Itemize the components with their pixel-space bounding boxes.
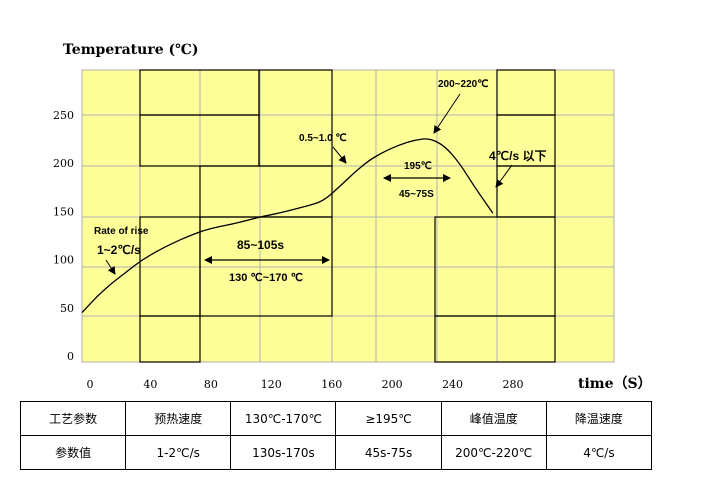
grid-block bbox=[496, 165, 556, 218]
table-cell: 1-2℃/s bbox=[125, 435, 232, 470]
y-tick-label: 150 bbox=[53, 205, 74, 218]
annotation-cool: 4℃/s 以下 bbox=[489, 149, 547, 163]
annotation-rise-arrow bbox=[105, 259, 116, 275]
annotation-peak-arrow bbox=[433, 93, 461, 134]
table-cell: 峰值温度 bbox=[440, 401, 547, 436]
y-tick-label: 200 bbox=[53, 157, 74, 170]
y-tick-label: 250 bbox=[53, 109, 74, 122]
y-tick-label: 50 bbox=[60, 302, 74, 315]
x-axis-label: time（S） bbox=[578, 376, 652, 392]
x-tick-label: 120 bbox=[261, 378, 282, 391]
reflow-profile-chart: Temperature (℃) time（S） 250 200 150 100 50 0 0… bbox=[53, 42, 652, 392]
table-cell: 降温速度 bbox=[545, 401, 653, 436]
table-cell: 130s-170s bbox=[230, 435, 337, 470]
table-cell: 200℃-220℃ bbox=[440, 435, 547, 470]
table-cell: 130℃-170℃ bbox=[230, 401, 337, 436]
annotation-rate-of-rise: Rate of rise bbox=[94, 226, 149, 237]
annotation-above-temp: 195℃ bbox=[404, 161, 432, 172]
tick-labels: 250 200 150 100 50 0 0 40 80 120 160 200 240 280 bbox=[53, 109, 524, 391]
annotation-ramp-arrow bbox=[332, 146, 347, 164]
plot-area bbox=[81, 69, 615, 363]
annotation-ramp: 0.5~1.0 ℃ bbox=[299, 133, 347, 144]
y-axis-label: Temperature (℃) bbox=[63, 42, 199, 58]
grid-block bbox=[258, 69, 333, 167]
gridlines bbox=[82, 69, 614, 363]
grid-block bbox=[434, 315, 556, 363]
temperature-curve bbox=[81, 138, 494, 314]
x-tick-label: 160 bbox=[321, 378, 342, 391]
annotations: Rate of rise 1~2℃/s 85~105s 130 ℃~170 ℃ … bbox=[94, 79, 547, 284]
annotation-preheat-time: 85~105s bbox=[237, 238, 284, 252]
x-tick-label: 0 bbox=[87, 378, 94, 391]
table-cell: 工艺参数 bbox=[19, 401, 127, 436]
table-cell: 4℃/s bbox=[545, 435, 653, 470]
x-tick-label: 280 bbox=[503, 378, 524, 391]
x-tick-label: 80 bbox=[204, 378, 218, 391]
annotation-peak: 200~220℃ bbox=[438, 79, 488, 90]
x-tick-label: 240 bbox=[442, 378, 463, 391]
x-tick-label: 200 bbox=[382, 378, 403, 391]
annotation-above-time: 45~75S bbox=[399, 189, 434, 200]
y-tick-label: 100 bbox=[53, 254, 74, 267]
table-cell: 预热速度 bbox=[125, 401, 232, 436]
grid-block bbox=[139, 315, 201, 363]
table-cell: 参数值 bbox=[19, 435, 127, 470]
table-row: 工艺参数 预热速度 130℃-170℃ ≥195℃ 峰值温度 降温速度 bbox=[19, 401, 653, 436]
x-tick-label: 40 bbox=[143, 378, 157, 391]
y-tick-label: 0 bbox=[67, 350, 74, 363]
table-cell: 45s-75s bbox=[335, 435, 442, 470]
annotation-rise-rate: 1~2℃/s bbox=[97, 243, 141, 257]
annotation-preheat-temp: 130 ℃~170 ℃ bbox=[229, 272, 303, 284]
annotation-cool-arrow bbox=[495, 164, 513, 188]
table-row: 参数值 1-2℃/s 130s-170s 45s-75s 200℃-220℃ 4℃/s bbox=[19, 435, 653, 470]
process-parameter-table: 工艺参数 预热速度 130℃-170℃ ≥195℃ 峰值温度 降温速度 参数值 1-2℃/s 1… bbox=[19, 401, 653, 470]
table-cell: ≥195℃ bbox=[335, 401, 442, 436]
